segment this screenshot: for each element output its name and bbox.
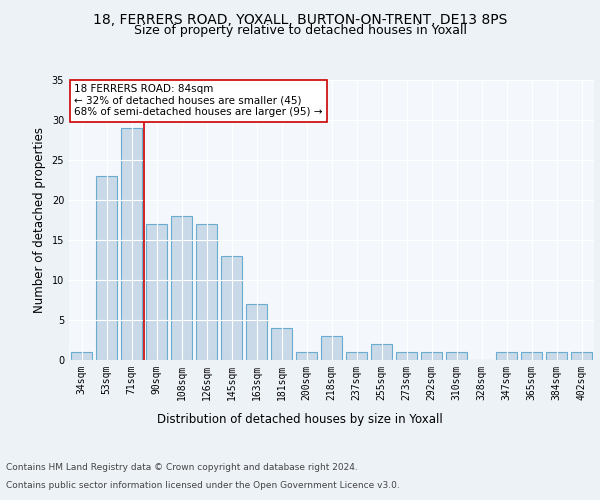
Bar [246, 304, 267, 360]
Y-axis label: Number of detached properties: Number of detached properties [33, 127, 46, 313]
Bar [496, 352, 517, 360]
Bar [71, 352, 92, 360]
Text: 18 FERRERS ROAD: 84sqm
← 32% of detached houses are smaller (45)
68% of semi-det: 18 FERRERS ROAD: 84sqm ← 32% of detached… [74, 84, 323, 117]
Text: 18, FERRERS ROAD, YOXALL, BURTON-ON-TRENT, DE13 8PS: 18, FERRERS ROAD, YOXALL, BURTON-ON-TREN… [93, 12, 507, 26]
Bar [121, 128, 142, 360]
Bar [296, 352, 317, 360]
Bar [321, 336, 342, 360]
Bar [521, 352, 542, 360]
Bar [96, 176, 117, 360]
Bar [371, 344, 392, 360]
Bar [346, 352, 367, 360]
Bar [446, 352, 467, 360]
Text: Distribution of detached houses by size in Yoxall: Distribution of detached houses by size … [157, 412, 443, 426]
Text: Size of property relative to detached houses in Yoxall: Size of property relative to detached ho… [133, 24, 467, 37]
Bar [221, 256, 242, 360]
Bar [146, 224, 167, 360]
Bar [171, 216, 192, 360]
Bar [271, 328, 292, 360]
Bar [546, 352, 567, 360]
Text: Contains public sector information licensed under the Open Government Licence v3: Contains public sector information licen… [6, 481, 400, 490]
Text: Contains HM Land Registry data © Crown copyright and database right 2024.: Contains HM Land Registry data © Crown c… [6, 464, 358, 472]
Bar [196, 224, 217, 360]
Bar [421, 352, 442, 360]
Bar [571, 352, 592, 360]
Bar [396, 352, 417, 360]
